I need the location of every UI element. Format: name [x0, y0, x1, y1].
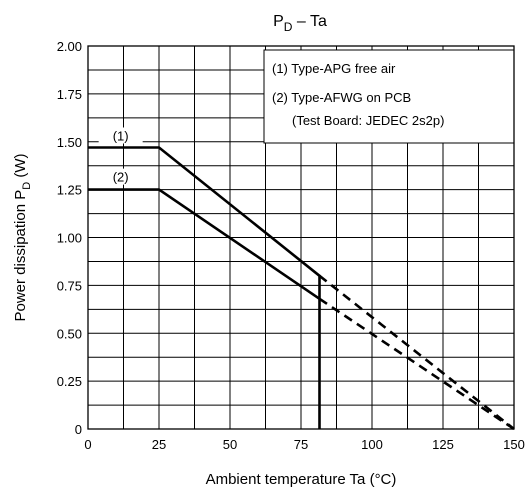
x-tick-label: 125 [432, 437, 454, 452]
plot-frame [87, 45, 515, 430]
series-line-solid-2 [88, 188, 321, 300]
y-axis-label-main: Power dissipation P [12, 190, 29, 322]
series-layer: (1) (2) [88, 127, 515, 431]
legend: (1) Type-APG free air (2) Type-AFWG on PC… [263, 49, 515, 144]
chart-title-main: P [273, 13, 284, 30]
y-tick-label: 1.50 [57, 135, 82, 150]
legend-entry: (Test Board: JEDEC 2s2p) [292, 113, 444, 128]
x-tick-label: 25 [152, 437, 166, 452]
legend-entry: (1) Type-APG free air [272, 61, 396, 76]
series-label-bg [98, 127, 143, 144]
y-tick-label: 0.75 [57, 278, 82, 293]
x-tick-label: 75 [294, 437, 308, 452]
x-tick-label: 100 [361, 437, 383, 452]
legend-box [263, 49, 515, 144]
y-tick-label: 1.25 [57, 183, 82, 198]
y-axis-label-suffix: (W) [12, 153, 29, 181]
y-tick-label: 2.00 [57, 39, 82, 54]
series-label: (1) [113, 128, 129, 143]
y-tick-label: 1.75 [57, 87, 82, 102]
series-line-dashed-2 [318, 297, 515, 431]
x-tick-label: 0 [84, 437, 91, 452]
y-tick-label: 1.00 [57, 231, 82, 246]
y-tick-label: 0.50 [57, 326, 82, 341]
y-tick-label: 0 [75, 422, 82, 437]
chart-title: PD – Ta [273, 13, 327, 34]
chart-title-sub: D [284, 20, 293, 34]
x-tick-label: 50 [223, 437, 237, 452]
text-layer: 0 25 50 75 100 125 150 0 0.25 0.50 0.75 1.00 1.25 1.5… [12, 13, 525, 488]
series-line-solid-1 [88, 146, 321, 429]
y-axis-label: Power dissipation PD (W) [12, 153, 33, 321]
x-axis-label: Ambient temperature Ta (°C) [206, 471, 397, 488]
x-tick-label: 150 [503, 437, 525, 452]
y-axis-label-sub: D [21, 182, 33, 190]
series-line-dashed-1 [318, 274, 515, 431]
series-label: (2) [113, 170, 129, 185]
y-tick-label: 0.25 [57, 374, 82, 389]
chart-title-suffix: – Ta [292, 13, 327, 30]
axes [87, 45, 515, 430]
series-label-bg [98, 168, 143, 185]
legend-entry: (2) Type-AFWG on PCB [272, 90, 411, 105]
